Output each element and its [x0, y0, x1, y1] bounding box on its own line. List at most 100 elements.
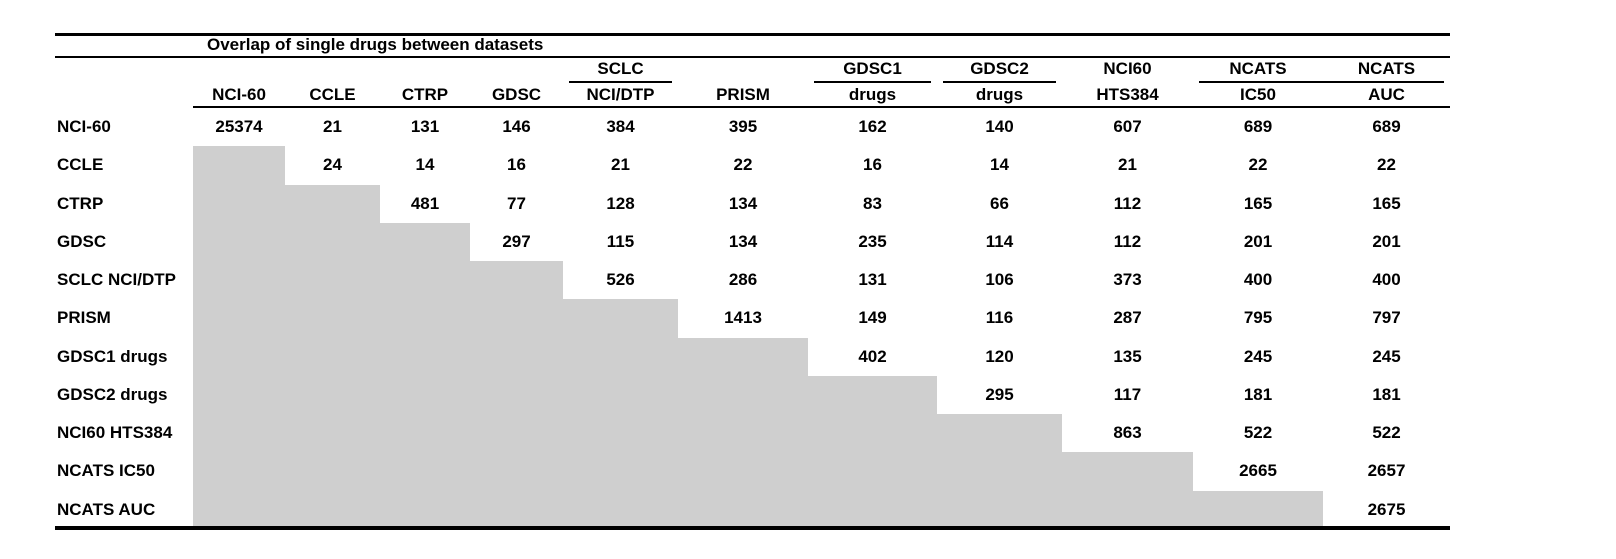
matrix-cell: 795: [1243, 308, 1273, 328]
matrix-cell: 106: [985, 270, 1014, 290]
matrix-cell: 286: [728, 270, 758, 290]
matrix-cell: 165: [1243, 193, 1273, 213]
matrix-cell: 120: [985, 346, 1014, 366]
matrix-cell: 140: [985, 117, 1014, 136]
matrix-cell: 689: [1372, 117, 1401, 136]
matrix-cell: 77: [507, 193, 526, 213]
column-header-top: GDSC1: [843, 59, 902, 78]
matrix-cell: 181: [1243, 384, 1273, 404]
matrix-cell: 863: [1113, 423, 1142, 443]
matrix-cell: 134: [728, 231, 758, 251]
matrix-cell: 400: [1243, 270, 1273, 290]
matrix-cell: 135: [1113, 346, 1142, 366]
matrix-cell: 22: [1377, 155, 1396, 175]
matrix-cell: 24: [323, 155, 342, 175]
matrix-cell: 116: [985, 308, 1014, 328]
matrix-cell: 21: [611, 155, 630, 175]
matrix-cell: 295: [985, 384, 1014, 404]
top-rule: [55, 33, 1450, 36]
shaded-cell-block: [193, 299, 678, 339]
matrix-cell: 16: [863, 155, 882, 175]
matrix-cell: 131: [858, 270, 887, 290]
column-header-bottom: GDSC: [491, 85, 542, 104]
matrix-cell: 146: [502, 117, 531, 136]
matrix-cell: 522: [1243, 423, 1273, 443]
matrix-cell: 689: [1243, 117, 1273, 136]
column-header-top: SCLC: [597, 59, 644, 78]
header-group-underline: [1199, 81, 1444, 83]
matrix-cell: 201: [1372, 231, 1401, 251]
matrix-cell: 384: [606, 117, 635, 136]
row-label: NCI60 HTS384: [57, 423, 173, 443]
matrix-cell: 201: [1243, 231, 1273, 251]
row-label: SCLC NCI/DTP: [57, 270, 176, 290]
matrix-cell: 797: [1372, 308, 1401, 328]
matrix-cell: 245: [1372, 346, 1401, 366]
row-label: PRISM: [57, 308, 111, 328]
matrix-cell: 165: [1372, 193, 1401, 213]
shaded-cell-block: [193, 222, 470, 262]
matrix-cell: 245: [1243, 346, 1273, 366]
matrix-cell: 2665: [1239, 461, 1277, 481]
matrix-cell: 134: [728, 193, 758, 213]
column-header-bottom: AUC: [1368, 85, 1405, 104]
matrix-cell: 297: [502, 231, 531, 251]
matrix-cell: 607: [1113, 117, 1142, 136]
matrix-cell: 115: [606, 231, 635, 251]
matrix-cell: 402: [858, 346, 887, 366]
row-label: CTRP: [57, 193, 104, 213]
row-label: GDSC2 drugs: [57, 384, 168, 404]
column-header-bottom: PRISM: [716, 85, 770, 104]
matrix-cell: 117: [1113, 384, 1142, 404]
matrix-cell: 481: [410, 193, 440, 213]
matrix-cell: 522: [1372, 423, 1401, 443]
matrix-cell: 22: [733, 155, 753, 175]
matrix-cell: 526: [606, 270, 635, 290]
shaded-cell-block: [193, 146, 285, 186]
matrix-cell: 2675: [1367, 499, 1406, 519]
bottom-rule: [55, 526, 1450, 530]
shaded-cell-block: [193, 261, 563, 300]
column-header-bottom: CCLE: [309, 85, 356, 104]
matrix-cell: 149: [858, 308, 887, 328]
matrix-cell: 373: [1113, 270, 1142, 290]
shaded-cell-block: [193, 337, 808, 377]
matrix-cell: 83: [863, 193, 882, 213]
matrix-cell: 400: [1372, 270, 1401, 290]
header-group-underline: [569, 81, 672, 83]
column-header-top: GDSC2: [970, 59, 1029, 78]
matrix-cell: 2657: [1367, 461, 1406, 481]
matrix-cell: 14: [990, 155, 1009, 175]
row-label: CCLE: [57, 155, 104, 175]
matrix-cell: 128: [606, 193, 635, 213]
column-header-bottom: HTS384: [1096, 85, 1159, 104]
row-label: NCATS IC50: [57, 461, 155, 481]
matrix-cell: 22: [1248, 155, 1268, 175]
matrix-cell: 287: [1113, 308, 1142, 328]
column-header-bottom: NCI/DTP: [586, 85, 655, 104]
header-bottom-rule: [193, 106, 1450, 108]
header-group-underline: [943, 81, 1056, 83]
matrix-cell: 25374: [215, 117, 263, 136]
column-header-top: NCI60: [1103, 59, 1152, 78]
matrix-cell: 112: [1113, 193, 1142, 213]
matrix-cell: 16: [507, 155, 526, 175]
table-title: Overlap of single drugs between datasets: [207, 35, 544, 54]
column-header-bottom: CTRP: [401, 85, 449, 104]
matrix-cell: 131: [410, 117, 440, 136]
shaded-cell-block: [193, 490, 1323, 530]
matrix-cell: 21: [323, 117, 342, 136]
matrix-cell: 66: [990, 193, 1009, 213]
matrix-cell: 181: [1372, 384, 1401, 404]
row-label: NCATS AUC: [57, 499, 156, 519]
row-label: GDSC1 drugs: [57, 346, 168, 366]
header-group-underline: [814, 81, 931, 83]
shaded-cell-block: [193, 414, 1062, 453]
shaded-cell-block: [193, 184, 380, 224]
shaded-cell-block: [193, 375, 937, 415]
column-header-bottom: NCI-60: [212, 85, 266, 104]
matrix-cell: 235: [858, 231, 887, 251]
shaded-cell-block: [193, 452, 1193, 492]
column-header-bottom: drugs: [975, 85, 1024, 104]
